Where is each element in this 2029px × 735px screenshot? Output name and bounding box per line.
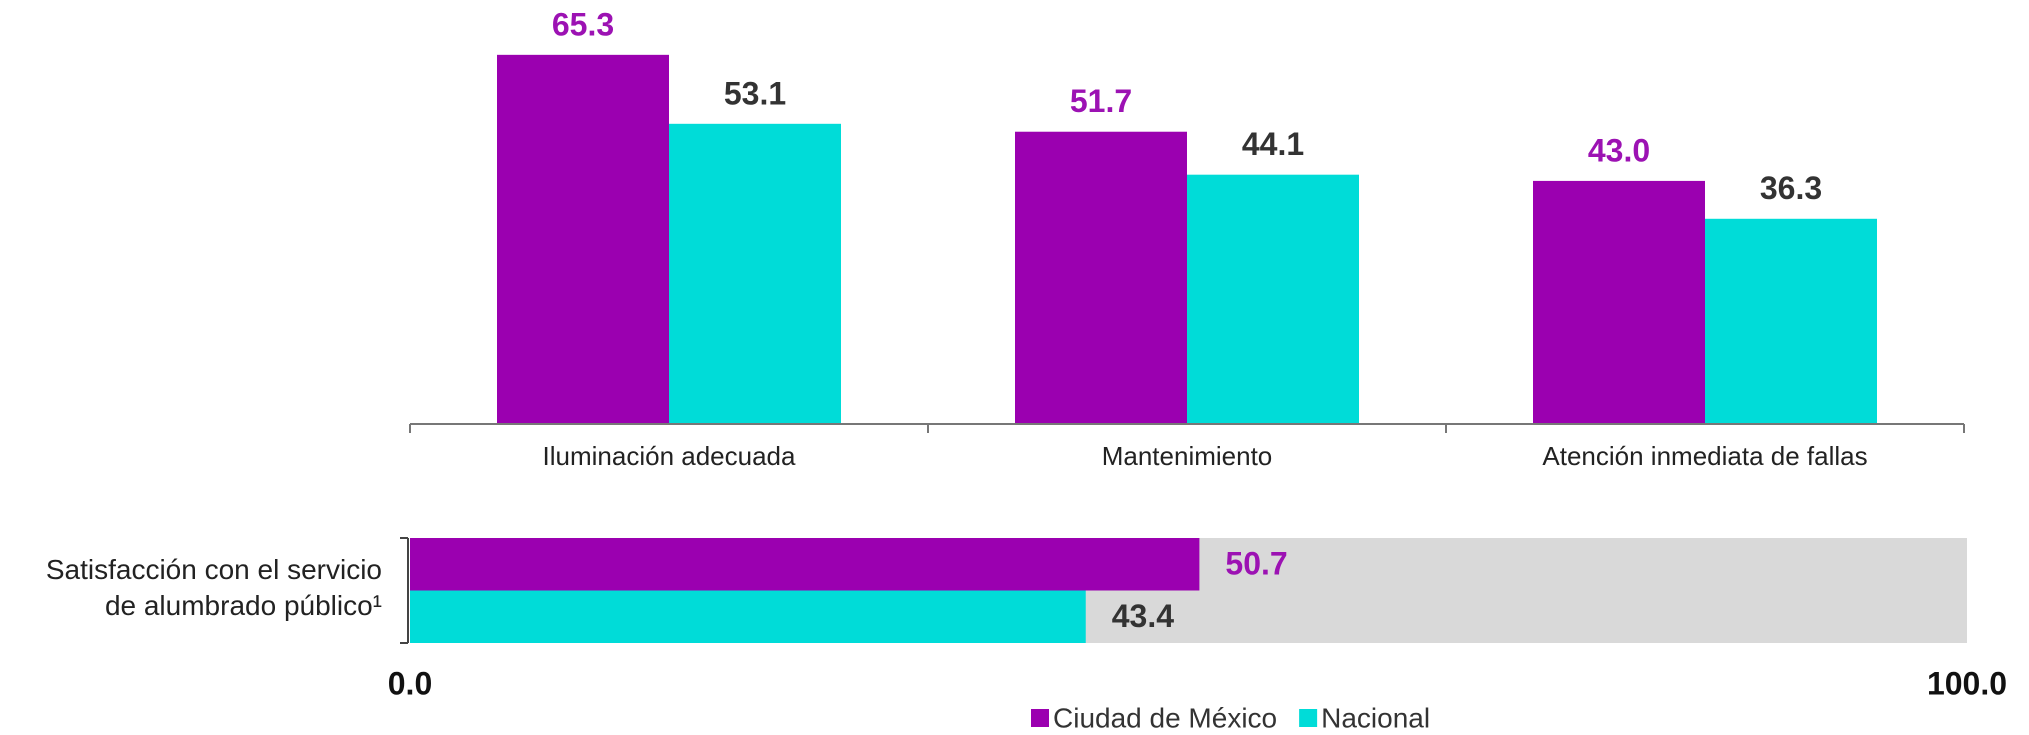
x-tick-label: Atención inmediata de fallas (1542, 441, 1867, 471)
value-label: 44.1 (1242, 126, 1304, 162)
category-text: Satisfacción con el servicio de alumbrad… (45, 554, 382, 621)
x-tick-label: Iluminación adecuada (543, 441, 796, 471)
legend-label: Nacional (1321, 702, 1430, 733)
hbar-category-label: Satisfacción con el servicio de alumbrad… (0, 552, 382, 624)
value-label: 65.3 (552, 6, 614, 42)
value-label: 51.7 (1070, 83, 1132, 119)
legend-swatch (1299, 709, 1318, 727)
bar (410, 538, 1200, 591)
bar (497, 54, 669, 424)
bar (1015, 131, 1187, 425)
x-tick-label: 0.0 (388, 665, 432, 701)
x-tick-label: 100.0 (1927, 665, 2007, 701)
bar (1705, 218, 1877, 424)
x-tick-label: Mantenimiento (1102, 441, 1273, 471)
value-label: 50.7 (1225, 546, 1287, 582)
bar (410, 590, 1086, 643)
legend-swatch (1031, 709, 1049, 727)
legend-label: Ciudad de México (1053, 702, 1277, 733)
value-label: 53.1 (724, 75, 786, 111)
value-label: 43.4 (1112, 598, 1174, 634)
bar (1533, 180, 1705, 424)
bar (1187, 174, 1359, 424)
value-label: 36.3 (1760, 170, 1822, 206)
value-label: 43.0 (1588, 132, 1650, 168)
bar (669, 123, 841, 425)
